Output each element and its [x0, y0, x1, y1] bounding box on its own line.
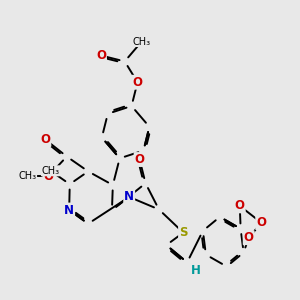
Text: O: O: [235, 200, 245, 212]
Text: H: H: [190, 264, 200, 277]
Text: O: O: [96, 49, 106, 62]
Text: O: O: [244, 231, 254, 244]
Text: O: O: [256, 216, 266, 229]
Text: O: O: [40, 133, 50, 146]
Text: N: N: [124, 190, 134, 203]
Text: CH₃: CH₃: [41, 166, 59, 176]
Text: O: O: [135, 153, 145, 166]
Text: CH₃: CH₃: [133, 37, 151, 46]
Text: N: N: [64, 203, 74, 217]
Text: CH₃: CH₃: [19, 171, 37, 181]
Text: S: S: [179, 226, 188, 239]
Text: O: O: [43, 170, 53, 183]
Text: O: O: [22, 170, 32, 183]
Text: O: O: [133, 76, 142, 89]
Text: O: O: [256, 216, 266, 229]
